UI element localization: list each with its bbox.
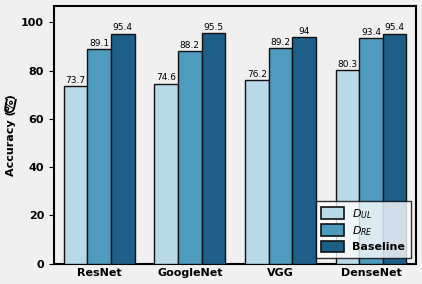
Text: 95.5: 95.5 [203,23,223,32]
Bar [336,70,360,264]
Text: 89.1: 89.1 [89,39,109,47]
Bar [154,84,178,264]
Bar [269,49,292,264]
Text: 73.7: 73.7 [65,76,86,85]
Text: 93.4: 93.4 [361,28,381,37]
Text: 88.2: 88.2 [180,41,200,50]
Bar [360,38,383,264]
Text: 74.6: 74.6 [156,74,176,82]
Bar [111,34,135,264]
Y-axis label: Accuracy (%): Accuracy (%) [5,94,16,176]
Bar [178,51,202,264]
Legend: $D_{UL}$, $D_{RE}$, Baseline: $D_{UL}$, $D_{RE}$, Baseline [316,201,411,258]
Text: 95.4: 95.4 [113,23,133,32]
Text: $U$: $U$ [2,99,18,117]
Bar [64,86,87,264]
Text: 94: 94 [298,27,310,36]
Bar [202,33,225,264]
Text: 80.3: 80.3 [338,60,357,69]
Text: 76.2: 76.2 [247,70,267,79]
Bar [383,34,406,264]
Text: 95.4: 95.4 [385,23,405,32]
Bar [245,80,269,264]
Bar [292,37,316,264]
Text: 89.2: 89.2 [271,38,290,47]
Bar [87,49,111,264]
